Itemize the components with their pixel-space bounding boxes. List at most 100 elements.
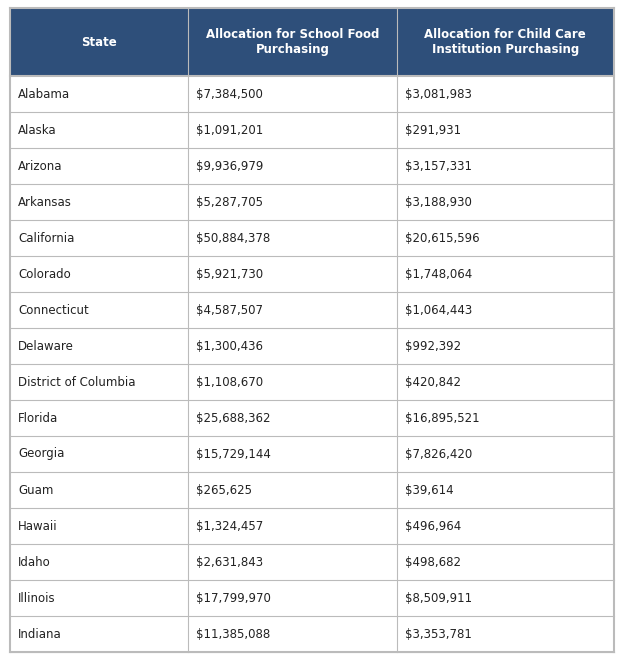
Bar (10, 292, 188, 328)
Bar (188, 184, 397, 220)
Text: Allocation for School Food
Purchasing: Allocation for School Food Purchasing (206, 28, 379, 56)
Text: $1,324,457: $1,324,457 (196, 519, 263, 532)
Bar (10, 76, 188, 112)
Bar (188, 472, 397, 508)
Bar (397, 184, 614, 220)
Text: Illinois: Illinois (18, 592, 56, 604)
Text: $1,300,436: $1,300,436 (196, 339, 263, 353)
Bar (10, 472, 188, 508)
Bar (10, 580, 188, 616)
Text: $50,884,378: $50,884,378 (196, 231, 270, 244)
Bar (397, 76, 614, 112)
Text: $1,091,201: $1,091,201 (196, 123, 263, 136)
Text: $265,625: $265,625 (196, 484, 252, 496)
Bar (188, 616, 397, 652)
Text: Georgia: Georgia (18, 447, 64, 461)
Bar (397, 364, 614, 400)
Text: $7,384,500: $7,384,500 (196, 88, 263, 101)
Bar (10, 544, 188, 580)
Text: Connecticut: Connecticut (18, 304, 89, 316)
Bar (10, 364, 188, 400)
Bar (188, 112, 397, 148)
Text: $3,353,781: $3,353,781 (404, 627, 472, 641)
Text: $992,392: $992,392 (404, 339, 461, 353)
Text: Idaho: Idaho (18, 556, 51, 569)
Text: Arkansas: Arkansas (18, 196, 72, 208)
Text: Delaware: Delaware (18, 339, 74, 353)
Text: Guam: Guam (18, 484, 54, 496)
Text: $420,842: $420,842 (404, 376, 461, 389)
Bar (188, 220, 397, 256)
Text: $16,895,521: $16,895,521 (404, 411, 479, 424)
Text: Colorado: Colorado (18, 268, 71, 281)
Bar (397, 292, 614, 328)
Bar (188, 364, 397, 400)
Bar (10, 508, 188, 544)
Text: $1,748,064: $1,748,064 (404, 268, 472, 281)
Bar (10, 220, 188, 256)
Text: $291,931: $291,931 (404, 123, 461, 136)
Bar (188, 256, 397, 292)
Text: $498,682: $498,682 (404, 556, 461, 569)
Text: $496,964: $496,964 (404, 519, 461, 532)
Text: Alabama: Alabama (18, 88, 70, 101)
Bar (397, 436, 614, 472)
Bar (397, 112, 614, 148)
Bar (10, 112, 188, 148)
Text: $25,688,362: $25,688,362 (196, 411, 271, 424)
Text: $5,287,705: $5,287,705 (196, 196, 263, 208)
Bar (10, 184, 188, 220)
Bar (397, 256, 614, 292)
Bar (188, 148, 397, 184)
Text: $9,936,979: $9,936,979 (196, 159, 263, 173)
Text: Allocation for Child Care
Institution Purchasing: Allocation for Child Care Institution Pu… (424, 28, 586, 56)
Text: District of Columbia: District of Columbia (18, 376, 135, 389)
Text: California: California (18, 231, 74, 244)
Bar (188, 508, 397, 544)
Bar (10, 8, 188, 76)
Bar (188, 436, 397, 472)
Text: $2,631,843: $2,631,843 (196, 556, 263, 569)
Bar (188, 328, 397, 364)
Bar (397, 544, 614, 580)
Text: $3,157,331: $3,157,331 (404, 159, 472, 173)
Bar (10, 256, 188, 292)
Text: $11,385,088: $11,385,088 (196, 627, 270, 641)
Bar (397, 148, 614, 184)
Text: Indiana: Indiana (18, 627, 62, 641)
Bar (188, 76, 397, 112)
Bar (188, 580, 397, 616)
Text: $3,188,930: $3,188,930 (404, 196, 472, 208)
Bar (10, 436, 188, 472)
Text: $1,108,670: $1,108,670 (196, 376, 263, 389)
Text: Arizona: Arizona (18, 159, 62, 173)
Text: $1,064,443: $1,064,443 (404, 304, 472, 316)
Bar (397, 616, 614, 652)
Text: $3,081,983: $3,081,983 (404, 88, 472, 101)
Bar (397, 580, 614, 616)
Bar (10, 328, 188, 364)
Bar (397, 508, 614, 544)
Text: $7,826,420: $7,826,420 (404, 447, 472, 461)
Text: $15,729,144: $15,729,144 (196, 447, 271, 461)
Text: Hawaii: Hawaii (18, 519, 57, 532)
Bar (397, 400, 614, 436)
Bar (397, 220, 614, 256)
Bar (10, 400, 188, 436)
Text: $20,615,596: $20,615,596 (404, 231, 479, 244)
Text: State: State (81, 36, 117, 49)
Bar (10, 148, 188, 184)
Bar (188, 544, 397, 580)
Text: $4,587,507: $4,587,507 (196, 304, 263, 316)
Bar (397, 8, 614, 76)
Bar (397, 472, 614, 508)
Bar (188, 8, 397, 76)
Text: $5,921,730: $5,921,730 (196, 268, 263, 281)
Text: Alaska: Alaska (18, 123, 57, 136)
Text: $17,799,970: $17,799,970 (196, 592, 271, 604)
Text: Florida: Florida (18, 411, 58, 424)
Text: $39,614: $39,614 (404, 484, 453, 496)
Bar (10, 616, 188, 652)
Bar (188, 400, 397, 436)
Text: $8,509,911: $8,509,911 (404, 592, 472, 604)
